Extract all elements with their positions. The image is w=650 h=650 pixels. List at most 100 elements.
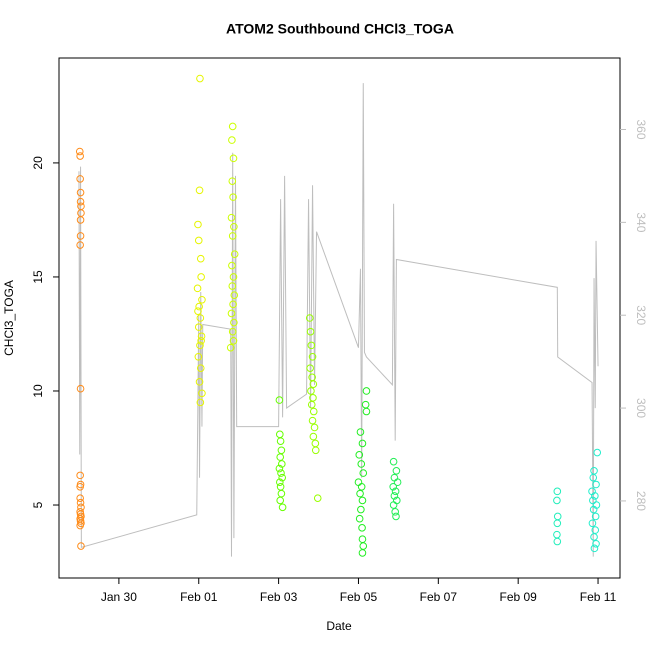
point: [76, 216, 85, 224]
x-axis-label: Date: [326, 619, 352, 633]
point: [194, 220, 202, 229]
point: [197, 337, 205, 345]
point: [590, 467, 598, 475]
point: [198, 389, 206, 398]
point: [307, 400, 316, 409]
point: [76, 498, 85, 507]
point: [227, 309, 236, 318]
point: [358, 535, 367, 544]
point: [358, 496, 367, 505]
y2-tick-label: 320: [634, 305, 648, 325]
point: [228, 261, 236, 270]
point: [306, 327, 315, 336]
point: [194, 236, 203, 245]
point: [194, 323, 203, 331]
point: [196, 398, 205, 407]
point: [389, 482, 398, 491]
point: [276, 496, 285, 505]
point: [226, 343, 235, 352]
point: [76, 197, 85, 206]
point: [229, 193, 237, 201]
point: [75, 147, 84, 156]
point: [593, 448, 602, 457]
point: [389, 501, 398, 509]
point: [277, 469, 285, 477]
point: [195, 302, 203, 311]
point: [194, 352, 203, 361]
point: [357, 505, 365, 514]
point: [589, 505, 598, 514]
point: [553, 530, 561, 539]
point: [228, 122, 237, 131]
point: [309, 407, 318, 416]
point: [197, 273, 205, 281]
point: [193, 284, 202, 293]
point: [359, 469, 368, 477]
point: [229, 337, 238, 345]
point: [230, 291, 239, 299]
point: [591, 512, 600, 521]
point: [194, 307, 202, 315]
point: [228, 232, 237, 240]
point: [76, 384, 85, 393]
point: [306, 364, 314, 372]
point: [278, 503, 287, 512]
point: [588, 519, 597, 528]
point: [275, 396, 284, 404]
point: [196, 254, 205, 263]
point: [592, 539, 600, 548]
point: [358, 549, 367, 557]
point: [76, 494, 84, 502]
point: [228, 136, 236, 144]
point: [277, 446, 286, 455]
point: [230, 222, 238, 231]
point: [230, 250, 239, 258]
point: [553, 487, 562, 496]
point: [229, 273, 238, 281]
point: [276, 478, 284, 487]
point: [276, 437, 285, 445]
point: [590, 544, 599, 553]
point: [228, 282, 237, 290]
point: [313, 494, 322, 502]
point: [356, 489, 364, 498]
point: [354, 478, 363, 487]
point: [391, 487, 400, 496]
y2-tick-label: 360: [634, 119, 648, 139]
x-tick-label: Feb 05: [340, 590, 378, 604]
point: [590, 533, 598, 541]
point: [76, 521, 84, 530]
point: [361, 400, 370, 409]
point: [275, 464, 284, 473]
point: [391, 508, 400, 516]
point: [228, 177, 237, 185]
point: [310, 423, 319, 432]
y2-tick-label: 280: [634, 491, 648, 511]
point: [195, 378, 204, 386]
y-tick-label: 10: [31, 384, 45, 398]
point: [311, 439, 320, 448]
point: [553, 512, 562, 521]
point: [362, 407, 371, 416]
y-tick-label: 5: [31, 501, 45, 508]
series-line: [78, 83, 599, 557]
point: [277, 489, 286, 498]
point: [227, 213, 236, 222]
point: [591, 492, 599, 500]
point: [357, 460, 366, 468]
point: [196, 364, 205, 372]
point: [362, 387, 371, 395]
point: [307, 341, 316, 350]
y-tick-label: 20: [31, 156, 45, 170]
x-tick-label: Feb 09: [500, 590, 538, 604]
point: [195, 186, 204, 195]
y2-tick-label: 300: [634, 398, 648, 418]
point: [229, 300, 237, 309]
point: [307, 387, 315, 395]
point: [392, 512, 400, 521]
point: [276, 453, 285, 461]
x-tick-label: Feb 07: [420, 590, 458, 604]
point: [355, 514, 364, 523]
point: [230, 318, 238, 327]
